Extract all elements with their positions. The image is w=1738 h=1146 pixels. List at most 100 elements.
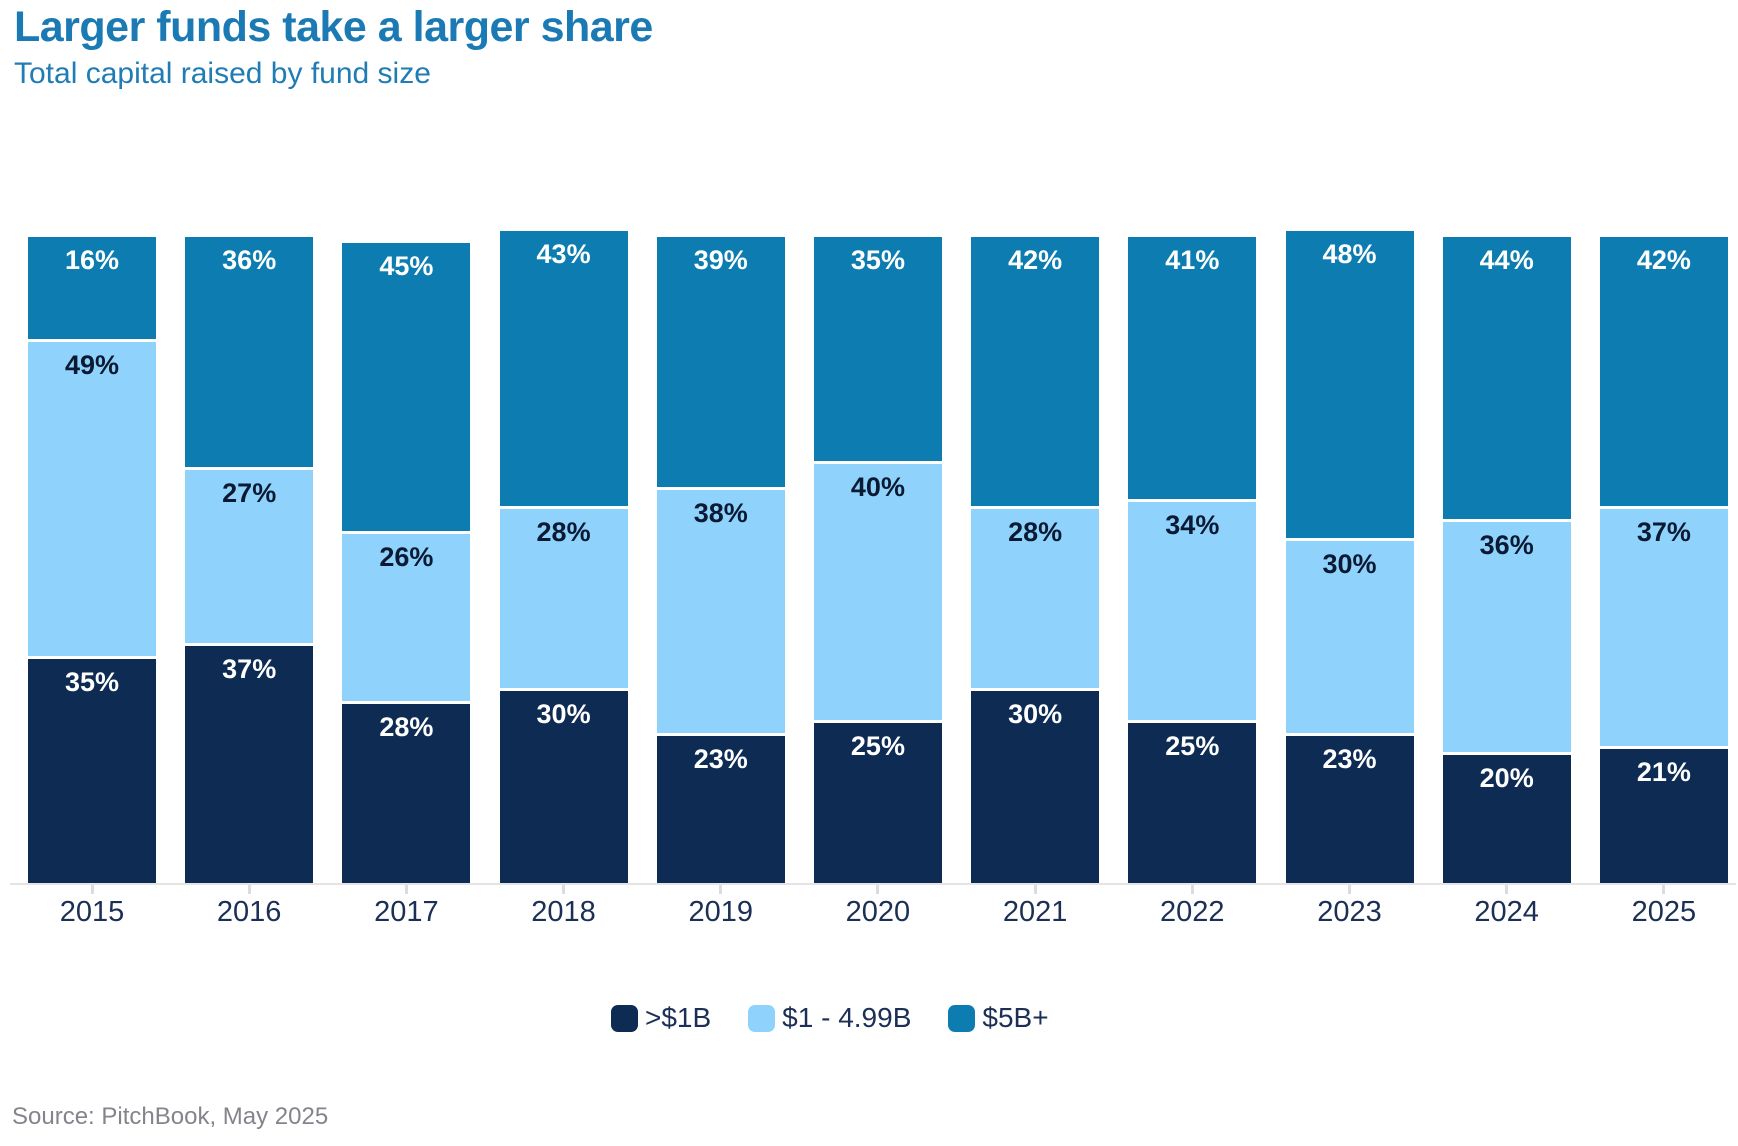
segment-value-label: 30% — [1322, 548, 1377, 579]
segment-value-label: 30% — [536, 699, 591, 729]
legend-item-1-4-99b: $1 - 4.99B — [748, 1002, 911, 1034]
segment-value-label: 38% — [693, 497, 748, 528]
segment-value-label: 25% — [850, 731, 905, 761]
segment-value-label: 42% — [1008, 245, 1063, 276]
legend: >$1B $1 - 4.99B $5B+ — [611, 1002, 1049, 1034]
bar-segment: 36% — [1442, 521, 1571, 752]
legend-swatch-5b-plus — [948, 1004, 976, 1032]
bar-segment: 30% — [1285, 540, 1414, 733]
bar-segment: 44% — [1442, 237, 1571, 519]
year-label: 2021 — [1002, 896, 1068, 928]
bar-segment: 37% — [1599, 508, 1728, 746]
segment-value-label: 35% — [64, 667, 120, 697]
bar-2020: 35% 40% 25% — [813, 237, 942, 883]
bar-segment: 20% — [1442, 755, 1571, 883]
bar-segment: 42% — [1599, 237, 1728, 506]
bar-2017: 45% 26% 28% — [342, 243, 471, 883]
bar-segment: 23% — [1285, 735, 1414, 883]
year-label: 2022 — [1160, 896, 1225, 928]
year-label: 2023 — [1317, 896, 1382, 928]
bar-segment: 28% — [342, 703, 471, 883]
legend-label: $5B+ — [982, 1002, 1049, 1033]
bar-segment: 25% — [1128, 723, 1257, 883]
year-label: 2016 — [216, 896, 282, 928]
axis-tick — [185, 885, 313, 894]
year-label: 2017 — [374, 896, 439, 928]
source-note: Source: PitchBook, May 2025 — [12, 1103, 329, 1130]
bar-2016: 36% 27% 37% — [185, 237, 314, 883]
year-label: 2015 — [59, 896, 125, 928]
bar-2015: 16% 49% 35% — [28, 237, 156, 883]
segment-value-label: 30% — [1008, 699, 1063, 729]
bar-segment: 16% — [28, 237, 156, 340]
x-axis-labels: 2015 2016 2017 2018 2019 2020 2021 2022 2023 2024… — [28, 896, 1728, 929]
bar-segment: 28% — [971, 508, 1100, 688]
bar-2024: 44% 36% 20% — [1442, 237, 1571, 883]
legend-swatch-gt1b — [611, 1004, 638, 1032]
segment-value-label: 37% — [222, 654, 277, 685]
segment-value-label: 42% — [1636, 245, 1691, 276]
segment-value-label: 36% — [1479, 529, 1534, 560]
segment-value-label: 26% — [379, 542, 434, 573]
segment-value-label: 48% — [1322, 238, 1377, 269]
bar-segment: 34% — [1128, 502, 1257, 720]
legend-item-gt1b: >$1B — [611, 1002, 711, 1034]
axis-tick — [971, 885, 1099, 894]
x-axis-ticks — [28, 885, 1728, 894]
axis-tick — [28, 885, 156, 894]
segment-value-label: 45% — [379, 251, 434, 282]
bar-segment: 43% — [499, 230, 628, 506]
page-title: Larger funds take a larger share — [14, 3, 653, 51]
segment-value-label: 25% — [1165, 731, 1220, 761]
year-label: 2020 — [845, 896, 911, 928]
segment-value-label: 34% — [1165, 510, 1220, 541]
bar-segment: 30% — [971, 691, 1100, 883]
segment-value-label: 44% — [1479, 245, 1534, 276]
axis-tick — [814, 885, 942, 894]
axis-tick — [1600, 885, 1728, 894]
segment-value-label: 23% — [1322, 743, 1377, 774]
axis-tick — [1286, 885, 1414, 894]
bar-segment: 38% — [656, 489, 785, 733]
bar-segment: 30% — [499, 691, 628, 883]
bar-segment: 23% — [656, 735, 785, 883]
segment-value-label: 20% — [1479, 763, 1534, 793]
bar-segment: 48% — [1285, 230, 1414, 538]
segment-value-label: 21% — [1636, 756, 1691, 787]
bar-2021: 42% 28% 30% — [971, 237, 1100, 883]
legend-label: >$1B — [645, 1002, 712, 1033]
bar-2019: 39% 38% 23% — [656, 237, 785, 883]
bar-2022: 41% 34% 25% — [1128, 237, 1257, 883]
axis-tick — [342, 885, 470, 894]
bar-segment: 35% — [813, 237, 942, 461]
legend-swatch-1-4-99b — [748, 1004, 776, 1032]
segment-value-label: 35% — [850, 245, 905, 275]
chart-header: Larger funds take a larger share Total c… — [14, 3, 653, 91]
legend-label: $1 - 4.99B — [782, 1002, 912, 1033]
bar-2018: 43% 28% 30% — [499, 230, 628, 883]
segment-value-label: 39% — [693, 245, 748, 276]
bar-segment: 21% — [1599, 748, 1728, 883]
bar-segment: 39% — [656, 237, 785, 487]
axis-tick — [1443, 885, 1571, 894]
year-label: 2018 — [531, 896, 596, 928]
segment-value-label: 49% — [64, 350, 120, 381]
bar-segment: 40% — [813, 464, 942, 720]
bar-segment: 42% — [971, 237, 1100, 506]
bar-segment: 27% — [185, 470, 314, 644]
year-label: 2025 — [1631, 896, 1697, 928]
bar-segment: 35% — [28, 659, 156, 883]
bar-segment: 28% — [499, 508, 628, 688]
bar-segment: 25% — [813, 723, 942, 883]
axis-tick — [500, 885, 628, 894]
stacked-bar-plot: 16% 49% 35% 36% 27% 37% 45% 26% 28% 43% 28% 30% 39% 3… — [28, 230, 1728, 883]
bar-segment: 49% — [28, 342, 156, 656]
bar-2025: 42% 37% 21% — [1599, 237, 1728, 883]
bar-segment: 45% — [342, 243, 471, 532]
segment-value-label: 28% — [379, 711, 434, 742]
bar-segment: 41% — [1128, 237, 1257, 500]
bar-segment: 37% — [185, 646, 314, 883]
segment-value-label: 27% — [222, 478, 277, 509]
segment-value-label: 41% — [1165, 245, 1220, 276]
segment-value-label: 43% — [536, 238, 591, 269]
